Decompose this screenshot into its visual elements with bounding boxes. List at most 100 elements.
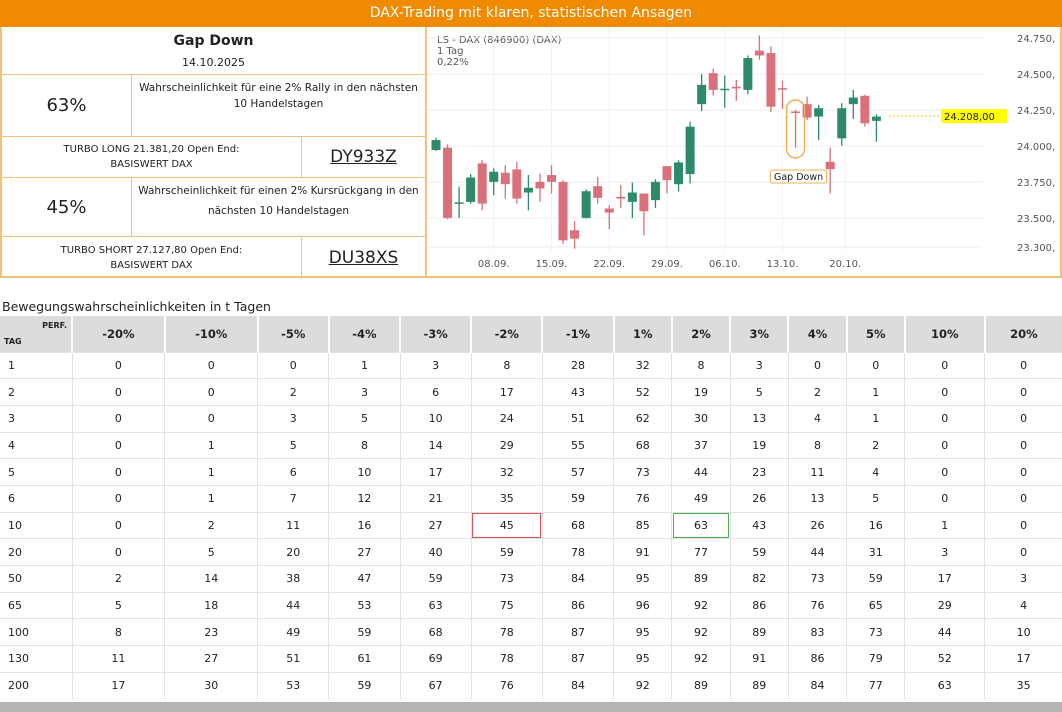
candle-body — [431, 140, 441, 150]
probability-cell: 89 — [729, 671, 789, 699]
column-header: -3% — [399, 316, 472, 352]
horizontal-scrollbar[interactable] — [0, 702, 1062, 712]
probability-cell: 55 — [541, 431, 614, 459]
probability-cell: 13 — [787, 484, 847, 513]
probability-cell: 29 — [470, 431, 543, 459]
probability-cell: 53 — [257, 671, 329, 699]
candle-body — [604, 208, 614, 213]
row-tag: 65 — [0, 591, 72, 619]
probability-cell: 44 — [787, 538, 847, 566]
probability-cell: 7 — [257, 484, 329, 513]
long-code-link[interactable]: DY933Z — [330, 147, 397, 167]
probability-cell: 76 — [613, 484, 672, 513]
probability-cell: 92 — [671, 618, 731, 646]
probability-cell: 87 — [541, 618, 614, 646]
table-row: 1 0 0 0 1 3 8 28 32 8 3 0 0 0 0 — [0, 351, 1062, 379]
probability-cell: 77 — [846, 671, 905, 699]
table-row: 2 0 0 2 3 6 17 43 52 19 5 2 1 0 0 — [0, 378, 1062, 406]
probability-cell: 37 — [671, 431, 731, 459]
probability-cell: 35 — [984, 671, 1062, 699]
column-header: 3% — [729, 316, 789, 352]
probability-cell: 10 — [328, 458, 401, 486]
probability-cell: 31 — [846, 538, 905, 566]
probability-cell: 8 — [71, 618, 165, 646]
probability-cell: 29 — [904, 591, 985, 619]
probability-cell: 17 — [904, 565, 985, 593]
probability-cell: 92 — [671, 645, 731, 673]
probability-cell: 17 — [984, 645, 1062, 673]
column-header: -5% — [256, 316, 329, 352]
short-underlying: BASISWERT DAX — [110, 259, 193, 271]
last-price-badge — [941, 109, 1007, 124]
table-row: 5 0 1 6 10 17 32 57 73 44 23 11 4 0 0 — [0, 458, 1062, 486]
probability-cell: 4 — [846, 458, 905, 486]
probability-cell: 65 — [846, 591, 905, 619]
probability-cell: 0 — [904, 378, 985, 406]
candle-body — [697, 84, 707, 105]
probability-cell: 44 — [257, 591, 329, 619]
x-tick-label: 29.09. — [651, 259, 683, 270]
probability-cell: 12 — [328, 484, 401, 513]
probability-cell: 79 — [846, 645, 905, 673]
chart-change: 0,22% — [437, 57, 469, 68]
probability-cell: 32 — [470, 458, 543, 486]
candle-body — [489, 171, 499, 182]
probability-cell: 38 — [257, 565, 329, 593]
last-price-label: 24.208,00 — [944, 112, 995, 123]
probability-cell: 0 — [904, 484, 985, 513]
probability-cell: 86 — [787, 645, 847, 673]
probability-cell: 30 — [671, 404, 731, 433]
y-tick-label: 24.000, — [1017, 142, 1055, 153]
probability-cell: 43 — [729, 511, 789, 539]
probability-cell: 73 — [613, 458, 672, 486]
candle-body — [570, 230, 580, 239]
probability-cell: 47 — [328, 565, 401, 593]
probability-cell: 68 — [541, 511, 614, 539]
y-tick-label: 23.500, — [1017, 214, 1055, 225]
probability-cell: 2 — [71, 565, 165, 593]
x-tick-label: 15.09. — [536, 259, 568, 270]
probability-cell: 43 — [541, 378, 614, 406]
candle-body — [443, 147, 453, 218]
x-tick-label: 08.09. — [478, 259, 510, 270]
probability-cell: 6 — [257, 458, 329, 486]
candle-body — [802, 104, 812, 118]
probability-cell: 84 — [541, 565, 614, 593]
probability-cell: 4 — [984, 591, 1062, 619]
probability-cell: 59 — [729, 538, 789, 566]
probability-cell: 44 — [671, 458, 731, 486]
table-row: 200 17 30 53 59 67 76 84 92 89 89 84 77 63 35 — [0, 671, 1062, 699]
probability-cell: 73 — [787, 565, 847, 593]
probability-cell: 68 — [399, 618, 472, 646]
candle-body — [477, 163, 487, 204]
column-header: -1% — [541, 316, 614, 352]
probability-cell: 5 — [729, 378, 789, 406]
probability-cell: 0 — [71, 484, 165, 513]
probability-cell: 0 — [984, 351, 1062, 379]
candle-body — [639, 193, 649, 212]
probability-cell: 1 — [846, 378, 905, 406]
probability-cell: 67 — [399, 671, 472, 699]
probability-cell: 84 — [541, 671, 614, 699]
chart-title: LS - DAX (846900) (DAX) — [437, 35, 562, 46]
column-header: 10% — [903, 316, 985, 352]
table-row: 20 0 5 20 27 40 59 78 91 77 59 44 31 3 0 — [0, 538, 1062, 566]
probability-cell: 63 — [399, 591, 472, 619]
y-tick-label: 23.750, — [1017, 178, 1055, 189]
probability-cell: 3 — [904, 538, 985, 566]
probability-cell: 0 — [71, 351, 165, 379]
probability-cell: 63 — [904, 671, 985, 699]
probability-cell: 63 — [671, 511, 731, 539]
probability-cell: 40 — [399, 538, 472, 566]
probability-cell: 0 — [164, 404, 258, 433]
probability-cell: 8 — [787, 431, 847, 459]
short-code-cell: DU38XS — [302, 237, 425, 278]
y-tick-label: 24.750, — [1017, 34, 1055, 45]
candle-body — [720, 88, 730, 91]
probability-cell: 0 — [984, 458, 1062, 486]
short-code-link[interactable]: DU38XS — [328, 247, 399, 268]
probability-cell: 10 — [399, 404, 472, 433]
row-tag: 20 — [0, 538, 72, 566]
probability-cell: 0 — [984, 404, 1062, 433]
column-header: -2% — [470, 316, 543, 352]
